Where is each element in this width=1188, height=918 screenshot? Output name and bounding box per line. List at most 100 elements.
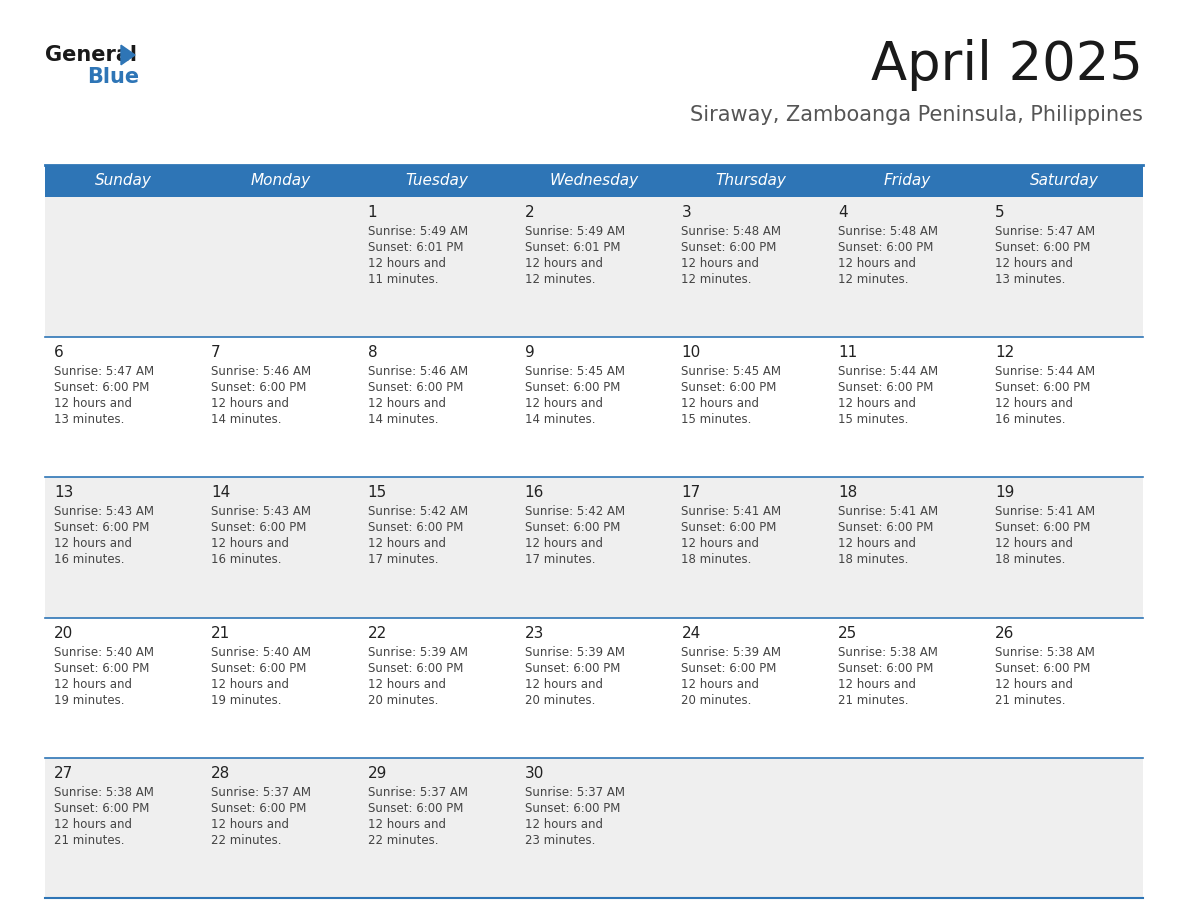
Text: 16: 16 xyxy=(525,486,544,500)
Text: 12 hours and: 12 hours and xyxy=(996,677,1073,690)
Text: 19 minutes.: 19 minutes. xyxy=(210,694,282,707)
Text: 12 hours and: 12 hours and xyxy=(525,397,602,410)
Text: 13 minutes.: 13 minutes. xyxy=(996,273,1066,286)
Text: Sunrise: 5:37 AM: Sunrise: 5:37 AM xyxy=(210,786,311,799)
Text: Monday: Monday xyxy=(251,174,310,188)
Text: 12 hours and: 12 hours and xyxy=(525,677,602,690)
Text: 2: 2 xyxy=(525,205,535,220)
Text: 12 hours and: 12 hours and xyxy=(996,537,1073,551)
Bar xyxy=(202,165,359,197)
Text: 24: 24 xyxy=(682,625,701,641)
Text: 30: 30 xyxy=(525,766,544,781)
Text: Sunday: Sunday xyxy=(95,174,152,188)
Text: 12 hours and: 12 hours and xyxy=(682,397,759,410)
Bar xyxy=(45,757,1143,898)
Text: 20: 20 xyxy=(53,625,74,641)
Text: 12 hours and: 12 hours and xyxy=(839,257,916,270)
Text: 12 hours and: 12 hours and xyxy=(839,537,916,551)
Text: Blue: Blue xyxy=(87,67,139,87)
Bar xyxy=(359,165,516,197)
Text: Sunrise: 5:38 AM: Sunrise: 5:38 AM xyxy=(996,645,1095,658)
Text: 12 hours and: 12 hours and xyxy=(53,677,132,690)
Text: 4: 4 xyxy=(839,205,848,220)
Text: 12 hours and: 12 hours and xyxy=(53,818,132,831)
Text: Sunrise: 5:43 AM: Sunrise: 5:43 AM xyxy=(210,506,311,519)
Text: Sunrise: 5:44 AM: Sunrise: 5:44 AM xyxy=(839,365,939,378)
Text: 12 hours and: 12 hours and xyxy=(53,537,132,551)
Bar xyxy=(45,477,1143,618)
Text: 12: 12 xyxy=(996,345,1015,360)
Text: Sunrise: 5:39 AM: Sunrise: 5:39 AM xyxy=(682,645,782,658)
Text: 8: 8 xyxy=(368,345,378,360)
Text: Sunrise: 5:40 AM: Sunrise: 5:40 AM xyxy=(210,645,311,658)
Text: Sunrise: 5:41 AM: Sunrise: 5:41 AM xyxy=(839,506,939,519)
Text: 18 minutes.: 18 minutes. xyxy=(839,554,909,566)
Text: 20 minutes.: 20 minutes. xyxy=(368,694,438,707)
Text: Sunset: 6:00 PM: Sunset: 6:00 PM xyxy=(525,662,620,675)
Text: 12 hours and: 12 hours and xyxy=(210,537,289,551)
Text: 12 hours and: 12 hours and xyxy=(368,677,446,690)
Text: 22: 22 xyxy=(368,625,387,641)
Text: 12 hours and: 12 hours and xyxy=(525,257,602,270)
Bar xyxy=(45,618,1143,757)
Text: Sunrise: 5:46 AM: Sunrise: 5:46 AM xyxy=(210,365,311,378)
Text: Sunrise: 5:44 AM: Sunrise: 5:44 AM xyxy=(996,365,1095,378)
Text: Saturday: Saturday xyxy=(1030,174,1099,188)
Polygon shape xyxy=(121,45,135,65)
Text: 12 hours and: 12 hours and xyxy=(368,257,446,270)
Text: 23 minutes.: 23 minutes. xyxy=(525,834,595,846)
Text: 12 hours and: 12 hours and xyxy=(839,397,916,410)
Text: 12 hours and: 12 hours and xyxy=(368,397,446,410)
Text: Sunrise: 5:38 AM: Sunrise: 5:38 AM xyxy=(839,645,939,658)
Text: 20 minutes.: 20 minutes. xyxy=(525,694,595,707)
Text: Sunset: 6:01 PM: Sunset: 6:01 PM xyxy=(368,241,463,254)
Text: 12 hours and: 12 hours and xyxy=(682,257,759,270)
Text: Sunrise: 5:41 AM: Sunrise: 5:41 AM xyxy=(996,506,1095,519)
Text: Sunrise: 5:45 AM: Sunrise: 5:45 AM xyxy=(682,365,782,378)
Text: Sunset: 6:00 PM: Sunset: 6:00 PM xyxy=(53,662,150,675)
Text: 12 hours and: 12 hours and xyxy=(525,537,602,551)
Text: 14 minutes.: 14 minutes. xyxy=(525,413,595,426)
Text: Sunrise: 5:49 AM: Sunrise: 5:49 AM xyxy=(368,225,468,238)
Text: 20 minutes.: 20 minutes. xyxy=(682,694,752,707)
Text: 12 hours and: 12 hours and xyxy=(839,677,916,690)
Text: Siraway, Zamboanga Peninsula, Philippines: Siraway, Zamboanga Peninsula, Philippine… xyxy=(690,105,1143,125)
Text: Sunrise: 5:48 AM: Sunrise: 5:48 AM xyxy=(682,225,782,238)
Text: Sunrise: 5:37 AM: Sunrise: 5:37 AM xyxy=(368,786,468,799)
Text: Sunrise: 5:46 AM: Sunrise: 5:46 AM xyxy=(368,365,468,378)
Bar xyxy=(516,165,672,197)
Text: Sunset: 6:00 PM: Sunset: 6:00 PM xyxy=(839,662,934,675)
Text: Sunset: 6:00 PM: Sunset: 6:00 PM xyxy=(682,241,777,254)
Text: 12 hours and: 12 hours and xyxy=(53,397,132,410)
Text: Sunrise: 5:45 AM: Sunrise: 5:45 AM xyxy=(525,365,625,378)
Text: Sunrise: 5:40 AM: Sunrise: 5:40 AM xyxy=(53,645,154,658)
Text: 15: 15 xyxy=(368,486,387,500)
Text: Sunset: 6:00 PM: Sunset: 6:00 PM xyxy=(682,662,777,675)
Text: 13 minutes.: 13 minutes. xyxy=(53,413,125,426)
Text: Sunrise: 5:42 AM: Sunrise: 5:42 AM xyxy=(368,506,468,519)
Text: Sunrise: 5:49 AM: Sunrise: 5:49 AM xyxy=(525,225,625,238)
Bar xyxy=(45,197,1143,337)
Text: 12 hours and: 12 hours and xyxy=(368,537,446,551)
Bar xyxy=(829,165,986,197)
Text: Wednesday: Wednesday xyxy=(549,174,639,188)
Text: 16 minutes.: 16 minutes. xyxy=(53,554,125,566)
Text: 18 minutes.: 18 minutes. xyxy=(682,554,752,566)
Text: 12 hours and: 12 hours and xyxy=(996,257,1073,270)
Text: Sunset: 6:00 PM: Sunset: 6:00 PM xyxy=(368,662,463,675)
Text: 14 minutes.: 14 minutes. xyxy=(210,413,282,426)
Text: Sunset: 6:00 PM: Sunset: 6:00 PM xyxy=(210,801,307,815)
Text: 12 minutes.: 12 minutes. xyxy=(525,273,595,286)
Text: Sunset: 6:00 PM: Sunset: 6:00 PM xyxy=(368,521,463,534)
Bar xyxy=(986,165,1143,197)
Text: 12 hours and: 12 hours and xyxy=(210,677,289,690)
Text: 21 minutes.: 21 minutes. xyxy=(839,694,909,707)
Text: 28: 28 xyxy=(210,766,230,781)
Text: Thursday: Thursday xyxy=(715,174,786,188)
Text: Sunset: 6:00 PM: Sunset: 6:00 PM xyxy=(996,381,1091,394)
Text: Sunrise: 5:39 AM: Sunrise: 5:39 AM xyxy=(368,645,468,658)
Text: 15 minutes.: 15 minutes. xyxy=(839,413,909,426)
Text: 21: 21 xyxy=(210,625,230,641)
Text: 11: 11 xyxy=(839,345,858,360)
Text: 12 hours and: 12 hours and xyxy=(368,818,446,831)
